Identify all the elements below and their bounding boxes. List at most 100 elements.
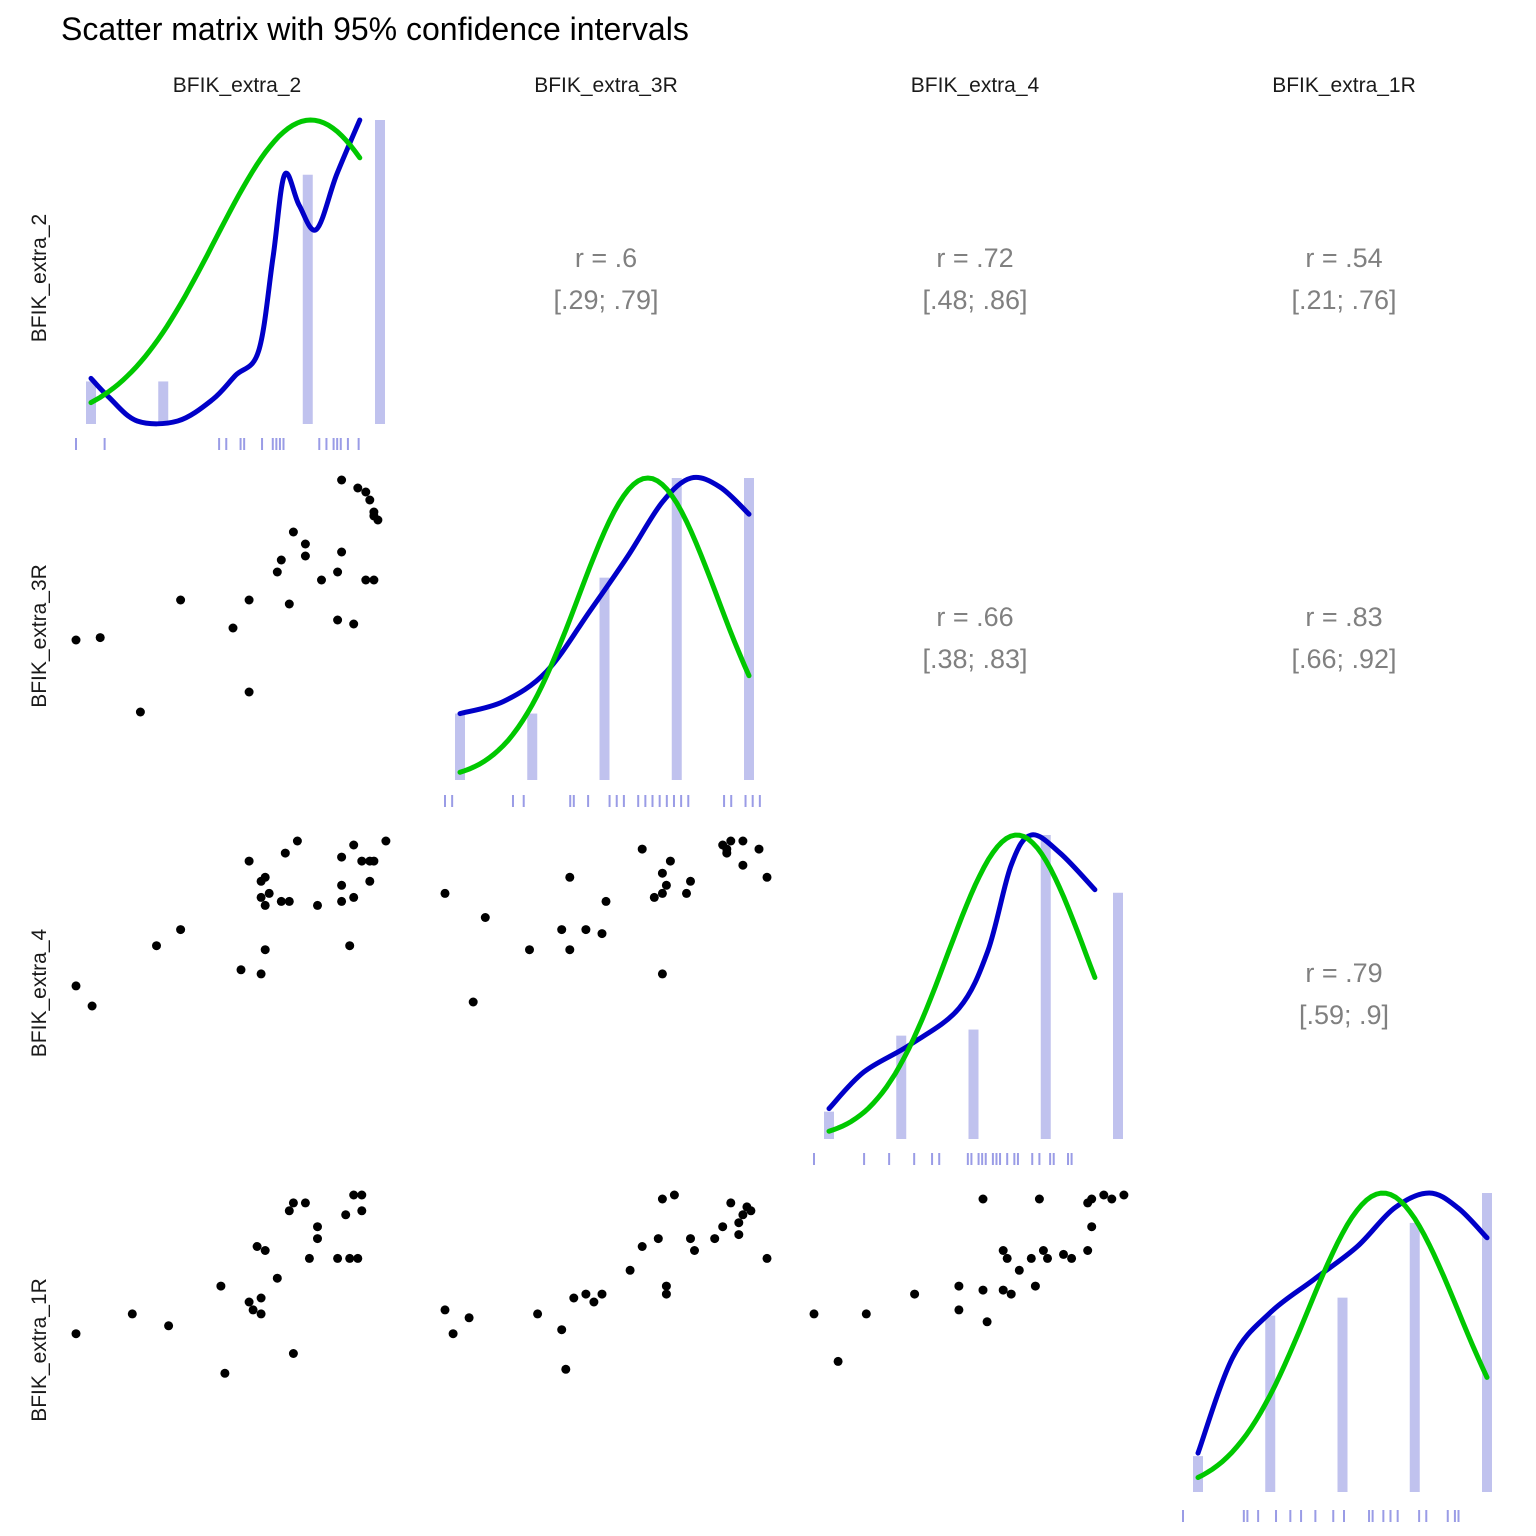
scatter-point: [1002, 1253, 1012, 1263]
scatter-point: [272, 567, 282, 577]
scatter-point: [861, 1309, 871, 1319]
scatter-point: [164, 1321, 174, 1331]
histogram-bar: [302, 174, 313, 424]
scatter-point: [682, 888, 691, 898]
scatter-point: [333, 1253, 343, 1263]
scatter-point: [357, 1190, 367, 1200]
column-header-BFIK_extra_4: BFIK_extra_4: [911, 74, 1040, 97]
scatter-point: [726, 1198, 736, 1208]
correlation-ci-label: [.29; .79]: [553, 285, 658, 315]
scatter-point: [256, 1309, 266, 1319]
scatter-point: [252, 1242, 262, 1251]
scatter-panel-BFIK_extra_1R-BFIK_extra_4: [809, 1190, 1129, 1366]
scatter-point: [337, 896, 347, 906]
scatter-point: [1038, 1246, 1048, 1255]
scatter-point: [313, 1234, 322, 1244]
scatter-panel-BFIK_extra_1R-BFIK_extra_3R: [440, 1190, 772, 1374]
scatter-point: [597, 1289, 607, 1299]
scatter-point: [533, 1309, 543, 1319]
scatter-point: [373, 515, 383, 525]
scatter-panel-BFIK_extra_1R-BFIK_extra_2: [71, 1190, 367, 1378]
correlation-ci-label: [.48; .86]: [922, 285, 1027, 315]
scatter-point: [637, 844, 647, 854]
plot-title: Scatter matrix with 95% confidence inter…: [61, 11, 689, 47]
density-curve: [826, 832, 1098, 1112]
scatter-point: [353, 483, 363, 493]
histogram-bar: [968, 1029, 979, 1139]
scatter-point: [657, 888, 667, 898]
scatter-point: [260, 1246, 270, 1255]
scatter-point: [244, 687, 254, 697]
scatter-point: [345, 1253, 355, 1263]
scatter-point: [665, 856, 675, 866]
scatter-point: [256, 969, 266, 979]
scatter-point: [1026, 1253, 1036, 1263]
scatter-point: [653, 1234, 663, 1244]
correlation-r-label: r = .79: [1305, 958, 1382, 988]
scatter-point: [135, 707, 145, 717]
scatter-point: [313, 900, 322, 910]
histogram-bar: [1482, 1193, 1492, 1492]
scatter-point: [284, 1206, 294, 1216]
scatter-point: [1043, 1253, 1052, 1263]
scatter-point: [1107, 1194, 1117, 1204]
scatter-point: [809, 1309, 819, 1319]
correlation-r-label: r = .6: [575, 243, 637, 273]
correlation-panel-BFIK_extra_2-BFIK_extra_3R: r = .6 [.29; .79]: [553, 243, 658, 315]
scatter-point: [288, 1349, 298, 1358]
scatter-point: [565, 945, 575, 955]
histogram-bar: [1040, 835, 1051, 1139]
scatter-point: [300, 539, 310, 549]
scatter-point: [998, 1285, 1008, 1295]
normal-curve: [1195, 1190, 1490, 1480]
scatter-point: [220, 1368, 230, 1378]
scatter-point: [978, 1194, 988, 1204]
diagonal-panel-BFIK_extra_3R: [444, 474, 761, 807]
scatter-point: [589, 1297, 599, 1307]
scatter-point: [565, 872, 575, 882]
correlation-panel-BFIK_extra_3R-BFIK_extra_1R: r = .83 [.66; .92]: [1291, 602, 1396, 674]
scatter-point: [657, 969, 667, 979]
scatter-point: [710, 1234, 720, 1244]
scatter-point: [1006, 1289, 1016, 1299]
scatter-point: [1119, 1190, 1129, 1200]
scatter-point: [337, 475, 347, 485]
row-header-BFIK_extra_4: BFIK_extra_4: [28, 928, 51, 1057]
scatter-point: [686, 876, 695, 886]
scatter-point: [754, 844, 764, 854]
scatter-point: [71, 981, 81, 991]
scatter-point: [304, 1253, 314, 1263]
scatter-point: [657, 1194, 667, 1204]
scatter-point: [525, 945, 534, 955]
histogram-bar: [744, 478, 754, 780]
histogram-bar: [824, 1111, 834, 1139]
scatter-point: [333, 615, 343, 625]
scatter-point: [176, 925, 186, 935]
correlation-panel-BFIK_extra_2-BFIK_extra_1R: r = .54 [.21; .76]: [1291, 243, 1396, 315]
density-curve: [88, 117, 363, 427]
scatter-panel-BFIK_extra_4-BFIK_extra_3R: [440, 836, 772, 1007]
scatter-point: [284, 896, 294, 906]
scatter-point: [300, 551, 310, 561]
scatter-point: [260, 900, 270, 910]
scatter-point: [272, 1273, 282, 1283]
scatter-point: [337, 852, 347, 862]
scatter-point: [557, 1325, 567, 1335]
scatter-point: [244, 856, 254, 866]
scatter-point: [228, 623, 238, 633]
scatter-point: [649, 892, 659, 902]
correlation-panel-BFIK_extra_4-BFIK_extra_1R: r = .79 [.59; .9]: [1299, 958, 1389, 1030]
scatter-point: [95, 633, 105, 643]
histogram-bar: [455, 713, 465, 780]
scatter-point: [341, 1210, 351, 1220]
scatter-point: [381, 836, 391, 846]
diagonal-panel-BFIK_extra_2: [75, 117, 385, 450]
scatter-point: [1014, 1265, 1024, 1275]
scatter-point: [738, 1210, 748, 1220]
scatter-point: [292, 836, 302, 846]
scatter-point: [248, 1305, 258, 1315]
scatter-panel-BFIK_extra_3R-BFIK_extra_2: [71, 475, 383, 717]
histogram-bar: [671, 478, 682, 780]
scatter-point: [317, 575, 326, 585]
scatter-point: [448, 1329, 458, 1339]
